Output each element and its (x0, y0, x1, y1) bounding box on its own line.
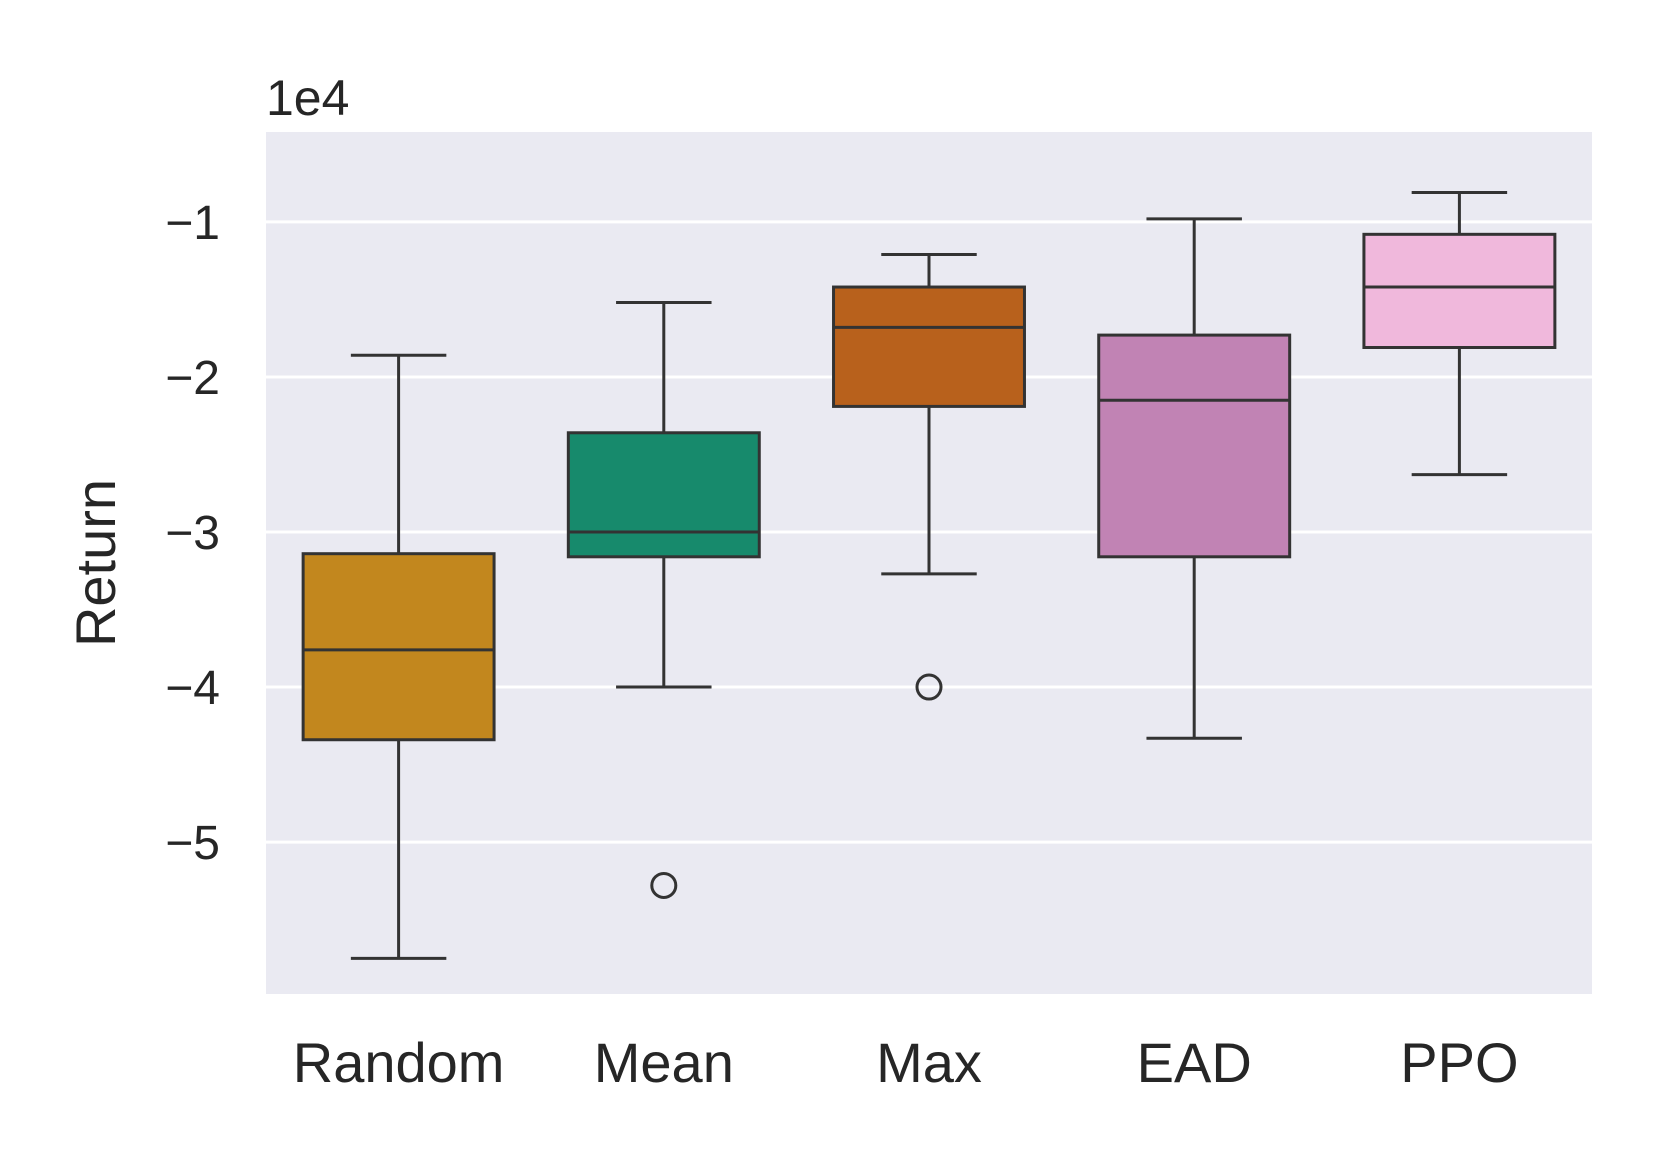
y-tick-label: −4 (165, 662, 220, 715)
y-tick-label: −1 (165, 197, 220, 250)
x-tick-label: Max (876, 1031, 982, 1094)
iqr-box (832, 285, 1026, 408)
outlier-point (650, 871, 678, 899)
box-max (832, 252, 1026, 701)
y-tick-label: −2 (165, 352, 220, 405)
box-ead (1097, 217, 1292, 740)
y-axis-label: Return (64, 479, 127, 647)
y-tick-label: −5 (165, 817, 220, 870)
iqr-box (301, 552, 496, 742)
x-tick-label: PPO (1400, 1031, 1518, 1094)
x-tick-label: Random (293, 1031, 505, 1094)
y-tick-labels: −1 −2 −3 −4 −5 (165, 197, 220, 870)
box-ppo (1362, 190, 1557, 477)
y-scale-offset-label: 1e4 (266, 70, 349, 126)
x-tick-label: EAD (1137, 1031, 1252, 1094)
x-tick-label: Mean (594, 1031, 734, 1094)
iqr-box (1362, 232, 1557, 350)
box-random (301, 353, 496, 960)
box-mean (566, 301, 761, 899)
iqr-box (566, 431, 761, 559)
outlier-point (915, 673, 943, 701)
y-tick-label: −3 (165, 507, 220, 560)
boxes (301, 190, 1557, 960)
iqr-box (1097, 333, 1292, 559)
x-tick-labels: Random Mean Max EAD PPO (293, 1031, 1519, 1094)
